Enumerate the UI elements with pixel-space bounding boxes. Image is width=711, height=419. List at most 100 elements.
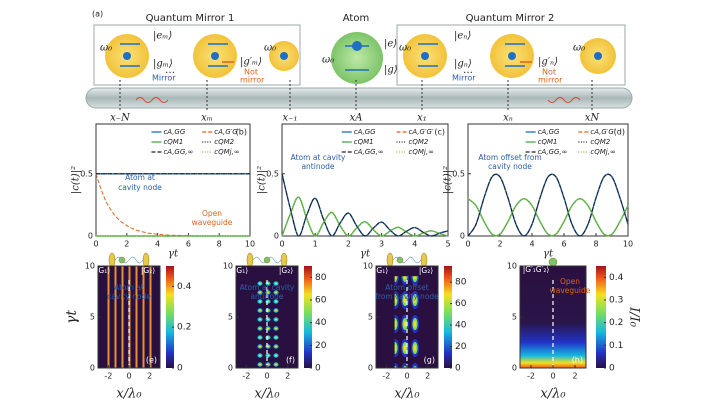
plot-frame <box>95 123 251 237</box>
annotation: |G′₁G′₂⟩ <box>523 265 550 274</box>
frequency: ω₀ <box>322 55 334 66</box>
annotation: antinode <box>301 162 334 171</box>
x-tick-label: -2 <box>527 372 535 381</box>
x-tick-label: 3 <box>379 240 384 249</box>
mirror-label: Mirror <box>452 74 476 83</box>
colorbar-tick-label: 0.3 <box>609 296 623 306</box>
x-axis-label: x/λ₀ <box>394 387 420 402</box>
legend-label: cA,G′G′ <box>590 128 615 136</box>
colorbar-tick-label: 0.2 <box>609 318 623 328</box>
annotation: |G₂⟩ <box>419 266 433 275</box>
legend-label: cQM1 <box>163 138 183 146</box>
y-tick-label: 0.5 <box>266 169 279 178</box>
annotation: waveguide <box>550 286 591 295</box>
series-line <box>95 173 250 237</box>
legend-label: cA,GG,∞ <box>163 148 193 156</box>
x-tick-label: 2 <box>572 372 577 381</box>
annotation: Atom offset <box>385 283 428 292</box>
colorbar-tick-label: 80 <box>315 273 327 283</box>
y-tick-label: 5 <box>228 313 233 322</box>
colorbar-label: I/I₀ <box>627 306 642 328</box>
legend-label: cQM1 <box>538 138 558 146</box>
y-tick-label: 5 <box>368 313 373 322</box>
x-tick-label: 0 <box>126 372 131 381</box>
x-tick-label: 1 <box>313 240 318 249</box>
colorbar <box>444 266 452 368</box>
x-tick-label: 0 <box>465 240 470 249</box>
annotation: waveguide <box>192 218 233 227</box>
legend-label: cA,GG <box>538 128 560 136</box>
annotation: |G₁⟩ <box>96 266 110 275</box>
x-tick-label: 2 <box>124 240 129 249</box>
legend-label: cQM1 <box>354 138 374 146</box>
annotation: Atom at cavity <box>291 153 346 162</box>
emitters <box>105 32 616 84</box>
annotation: |G₂⟩ <box>279 266 293 275</box>
annotation: Atom at <box>114 283 144 292</box>
x-axis-label: γt <box>360 249 371 260</box>
mirror-title: Quantum Mirror 2 <box>466 13 555 24</box>
state: |e⟩ <box>384 39 397 50</box>
photon <box>547 97 581 103</box>
state: |g′ₙ⟩ <box>538 57 558 68</box>
annotation: Open <box>560 277 580 286</box>
position-label: x₁ <box>417 113 427 124</box>
legend-label: cA,GG <box>163 128 185 136</box>
x-tick-label: 2 <box>497 240 502 249</box>
legend-label: cQM2 <box>590 138 610 146</box>
position-label: xN <box>585 113 601 124</box>
annotation: cavity node <box>107 292 151 301</box>
colorbar-tick-label: 80 <box>455 278 467 288</box>
x-tick-label: 10 <box>623 240 633 249</box>
position-label: xₙ <box>503 113 513 124</box>
ellipsis: … <box>463 65 473 76</box>
y-tick-label: 5 <box>512 313 517 322</box>
y-tick-label: 5 <box>90 313 95 322</box>
frequency: ω₀ <box>264 43 276 54</box>
legend-label: cQMj,∞ <box>590 148 615 156</box>
y-tick-label: 10 <box>85 262 95 271</box>
x-tick-label: 4 <box>529 240 534 249</box>
x-axis-label: x/λ₀ <box>540 387 566 402</box>
y-tick-label: 10 <box>363 262 373 271</box>
y-tick-label: 0.5 <box>80 169 93 178</box>
y-tick-label: 0 <box>368 364 373 373</box>
panel-label: (a) <box>92 10 103 19</box>
x-tick-label: 2 <box>346 240 351 249</box>
colorbar-tick-label: 20 <box>315 341 327 351</box>
state: |g′ₘ⟩ <box>240 57 262 68</box>
legend-label: cA,G′G′ <box>214 128 239 136</box>
x-axis-label: γt <box>168 249 179 260</box>
x-tick-label: -2 <box>104 372 112 381</box>
annotation: Atom at cavity <box>240 283 295 292</box>
annotation: Atom at <box>125 173 155 182</box>
frequency: ω₀ <box>100 43 112 54</box>
state: |eₘ⟩ <box>153 31 172 42</box>
annotation: cavity node <box>118 183 162 192</box>
x-tick-label: 2 <box>285 372 290 381</box>
state: |gₙ⟩ <box>454 59 472 70</box>
colorbar-tick-label: 40 <box>315 318 327 328</box>
y-tick-label: 10 <box>507 262 517 271</box>
series-line <box>281 173 449 237</box>
mirror-label: Mirror <box>152 74 176 83</box>
x-tick-label: 0 <box>550 372 555 381</box>
panel-label: (f) <box>286 356 295 365</box>
frequency: ω₀ <box>573 43 585 54</box>
x-tick-label: 8 <box>217 240 222 249</box>
annotation: cavity node <box>488 162 532 171</box>
panel-label: (g) <box>424 356 435 365</box>
x-tick-label: 2 <box>425 372 430 381</box>
y-axis-label: |c(t)|² <box>257 166 268 194</box>
y-tick-label: 0 <box>274 232 279 241</box>
colorbar-tick-label: 60 <box>315 296 327 306</box>
legend-label: cQM2 <box>409 138 429 146</box>
annotation: antinode <box>250 292 283 301</box>
x-tick-label: 5 <box>445 240 450 249</box>
x-tick-label: -2 <box>382 372 390 381</box>
mirror-title: Quantum Mirror 1 <box>146 13 235 24</box>
y-axis-label: γt <box>64 310 80 324</box>
not-mirror-label: Not <box>542 68 556 77</box>
state: |eₙ⟩ <box>454 31 471 42</box>
x-tick-label: 0 <box>93 240 98 249</box>
